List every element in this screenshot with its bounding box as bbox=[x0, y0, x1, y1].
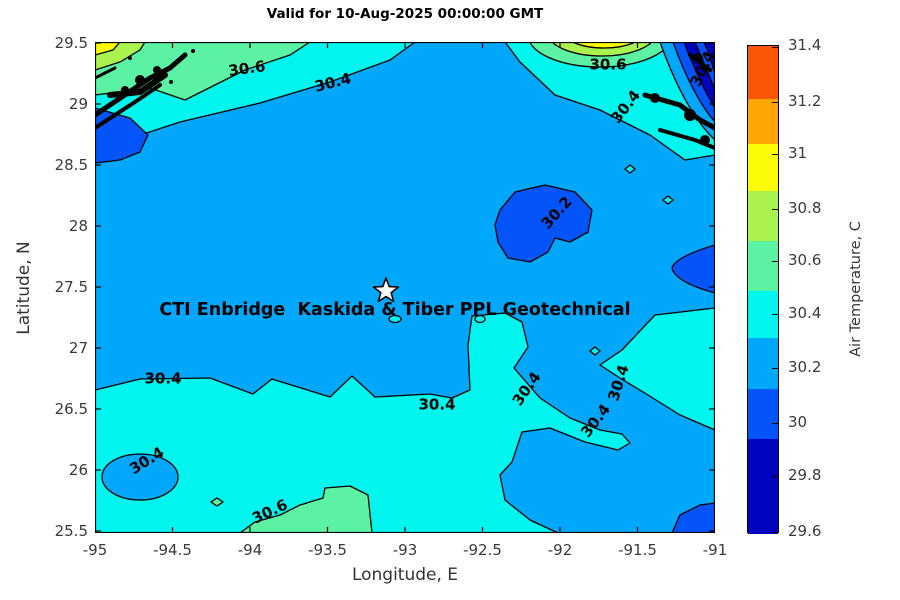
tiny-contour bbox=[662, 195, 674, 205]
colorbar-band bbox=[748, 389, 778, 439]
y-tick-label: 26.5 bbox=[54, 400, 88, 418]
x-tick-label: -94.5 bbox=[153, 541, 192, 559]
tiny-contour bbox=[388, 314, 402, 324]
x-tick-label: -91.5 bbox=[618, 541, 657, 559]
contour-label: 30.4 bbox=[418, 396, 455, 414]
colorbar-tick-mark bbox=[772, 314, 778, 315]
y-tick-label: 25.5 bbox=[54, 522, 88, 540]
nw-coastline-scribbles bbox=[95, 49, 195, 130]
ne-coastline-scribbles bbox=[642, 53, 715, 150]
x-tick-label: -94 bbox=[237, 541, 263, 559]
station-annotation-label: CTI Enbridge Kaskida & Tiber PPL Geotech… bbox=[159, 300, 631, 320]
colorbar-tick-label: 30.8 bbox=[788, 199, 822, 217]
station-star-marker bbox=[372, 277, 400, 303]
x-tick-label: -95 bbox=[82, 541, 108, 559]
colorbar-tick-label: 30.2 bbox=[788, 358, 822, 376]
x-axis-label: Longitude, E bbox=[351, 565, 459, 585]
colorbar-tick-label: 31 bbox=[788, 144, 808, 162]
colorbar-tick-mark bbox=[772, 476, 778, 477]
x-tick-label: -92 bbox=[547, 541, 573, 559]
contour-region-blob-east-edge bbox=[671, 244, 715, 294]
colorbar-tick-mark bbox=[772, 154, 778, 155]
colorbar-tick-mark bbox=[772, 423, 778, 424]
contour-region-south-green bbox=[239, 485, 373, 533]
y-axis-label: Latitude, N bbox=[14, 241, 34, 335]
y-tick-label: 27 bbox=[68, 339, 88, 357]
y-tick-label: 27.5 bbox=[54, 278, 88, 296]
chart-title: Valid for 10-Aug-2025 00:00:00 GMT bbox=[266, 6, 544, 22]
colorbar-tick-mark bbox=[772, 368, 778, 369]
colorbar bbox=[747, 45, 779, 534]
tiny-contour bbox=[624, 164, 636, 174]
contour-region-nw-yellow bbox=[95, 42, 121, 56]
colorbar-tick-label: 30.6 bbox=[788, 251, 822, 269]
colorbar-tick-label: 30 bbox=[788, 413, 808, 431]
tiny-contour bbox=[474, 314, 486, 324]
y-tick-label: 29.5 bbox=[54, 34, 88, 52]
contour-region-ne-cold-navy2 bbox=[703, 42, 715, 76]
y-tick-label: 28 bbox=[68, 217, 88, 235]
colorbar-tick-mark bbox=[772, 209, 778, 210]
y-tick-label: 26 bbox=[68, 461, 88, 479]
colorbar-tick-label: 29.8 bbox=[788, 466, 822, 484]
tiny-contour bbox=[589, 346, 601, 356]
colorbar-tick-mark bbox=[772, 47, 778, 48]
colorbar-tick-label: 31.4 bbox=[788, 36, 822, 54]
colorbar-band bbox=[748, 241, 778, 291]
colorbar-tick-label: 31.2 bbox=[788, 92, 822, 110]
colorbar-band bbox=[748, 439, 778, 534]
contour-label: 30.6 bbox=[589, 56, 626, 74]
contour-label: 30.6 bbox=[227, 57, 266, 80]
y-tick-label: 28.5 bbox=[54, 156, 88, 174]
x-tick-label: -93.5 bbox=[308, 541, 347, 559]
x-tick-label: -91 bbox=[702, 541, 728, 559]
contour-region-south-cyan bbox=[95, 312, 631, 533]
tiny-contour bbox=[210, 497, 224, 507]
colorbar-label: Air Temperature, C bbox=[848, 221, 864, 357]
colorbar-band bbox=[748, 46, 778, 99]
contour-region-east-cyan bbox=[599, 307, 715, 431]
x-tick-label: -93 bbox=[392, 541, 418, 559]
colorbar-band bbox=[748, 144, 778, 191]
colorbar-tick-mark bbox=[772, 261, 778, 262]
contour-region-blob-se-corner bbox=[671, 502, 715, 533]
y-tick-label: 29 bbox=[68, 95, 88, 113]
colorbar-tick-label: 30.4 bbox=[788, 304, 822, 322]
contour-region-ne-yellow bbox=[571, 42, 637, 49]
colorbar-tick-mark bbox=[772, 102, 778, 103]
colorbar-tick-label: 29.6 bbox=[788, 522, 822, 540]
x-tick-label: -92.5 bbox=[463, 541, 502, 559]
contour-map: 30.630.430.630.430.430.230.430.430.4 30.4… bbox=[95, 42, 715, 533]
contour-label: 30.4 bbox=[144, 370, 181, 388]
colorbar-tick-mark bbox=[772, 532, 778, 533]
plot-frame bbox=[95, 42, 715, 533]
colorbar-band bbox=[748, 99, 778, 144]
contour-region-blob-sw bbox=[101, 453, 179, 501]
colorbar-band bbox=[748, 191, 778, 241]
contour-region-blob-30-2 bbox=[494, 184, 593, 263]
colorbar-band bbox=[748, 338, 778, 389]
